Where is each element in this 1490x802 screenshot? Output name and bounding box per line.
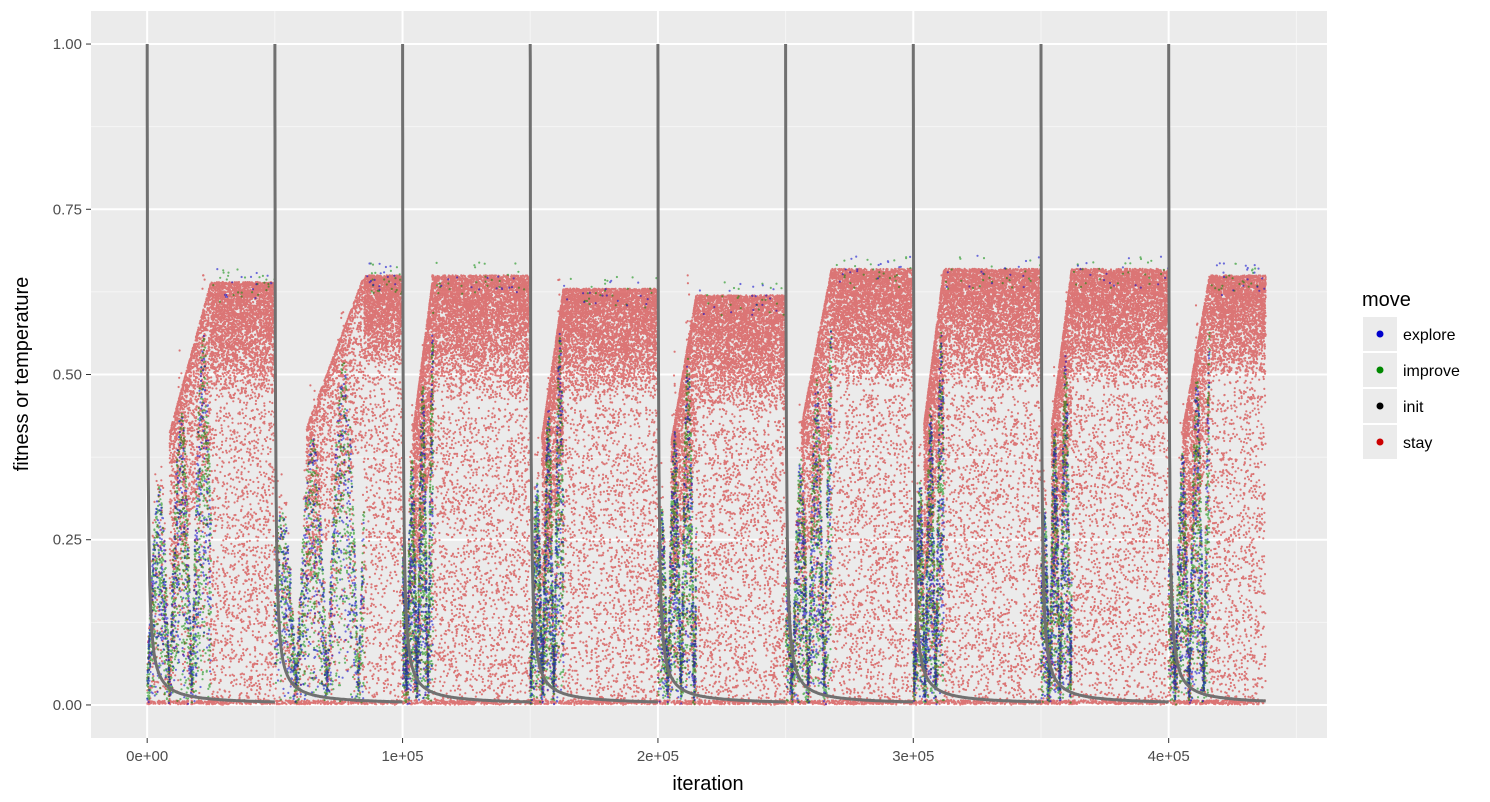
explore-point-cloud bbox=[146, 254, 1266, 706]
y-axis-title: fitness or temperature bbox=[11, 277, 33, 472]
explore-points bbox=[146, 254, 1266, 706]
y-tick-label: 0.50 bbox=[53, 367, 82, 384]
x-tick-label: 4e+05 bbox=[1148, 748, 1190, 765]
legend-title: move bbox=[1362, 289, 1411, 311]
temperature-line bbox=[1039, 44, 1169, 704]
legend-label: init bbox=[1403, 399, 1424, 416]
x-tick-label: 1e+05 bbox=[381, 748, 423, 765]
temperature-line bbox=[911, 44, 1041, 704]
temperature-line bbox=[784, 44, 914, 704]
x-tick-label: 3e+05 bbox=[892, 748, 934, 765]
temperature-line bbox=[273, 44, 403, 704]
temperature-lines bbox=[145, 44, 1266, 704]
y-tick-label: 0.25 bbox=[53, 532, 82, 549]
x-tick-label: 0e+00 bbox=[126, 748, 168, 765]
legend-key-dot bbox=[1376, 402, 1384, 410]
x-tick-label: 2e+05 bbox=[637, 748, 679, 765]
temperature-line bbox=[401, 44, 531, 704]
temperature-line bbox=[145, 44, 275, 704]
legend-label: improve bbox=[1403, 363, 1460, 380]
temperature-line bbox=[1167, 44, 1266, 703]
y-axis: 0.00 0.25 0.50 0.75 1.00 bbox=[53, 36, 91, 714]
y-tick-label: 0.75 bbox=[53, 201, 82, 218]
temperature-line bbox=[528, 44, 658, 704]
temperature-line bbox=[656, 44, 786, 704]
legend: move explore improve init stay bbox=[1362, 289, 1460, 459]
legend-key-dot bbox=[1376, 330, 1384, 338]
legend-key-dot bbox=[1376, 366, 1384, 374]
y-tick-label: 0.00 bbox=[53, 697, 82, 714]
legend-label: stay bbox=[1403, 435, 1432, 452]
x-axis-title: iteration bbox=[672, 773, 743, 795]
legend-key-dot bbox=[1376, 438, 1384, 446]
x-axis: 0e+00 1e+05 2e+05 3e+05 4e+05 bbox=[126, 738, 1190, 765]
y-tick-label: 1.00 bbox=[53, 36, 82, 53]
legend-label: explore bbox=[1403, 327, 1456, 344]
